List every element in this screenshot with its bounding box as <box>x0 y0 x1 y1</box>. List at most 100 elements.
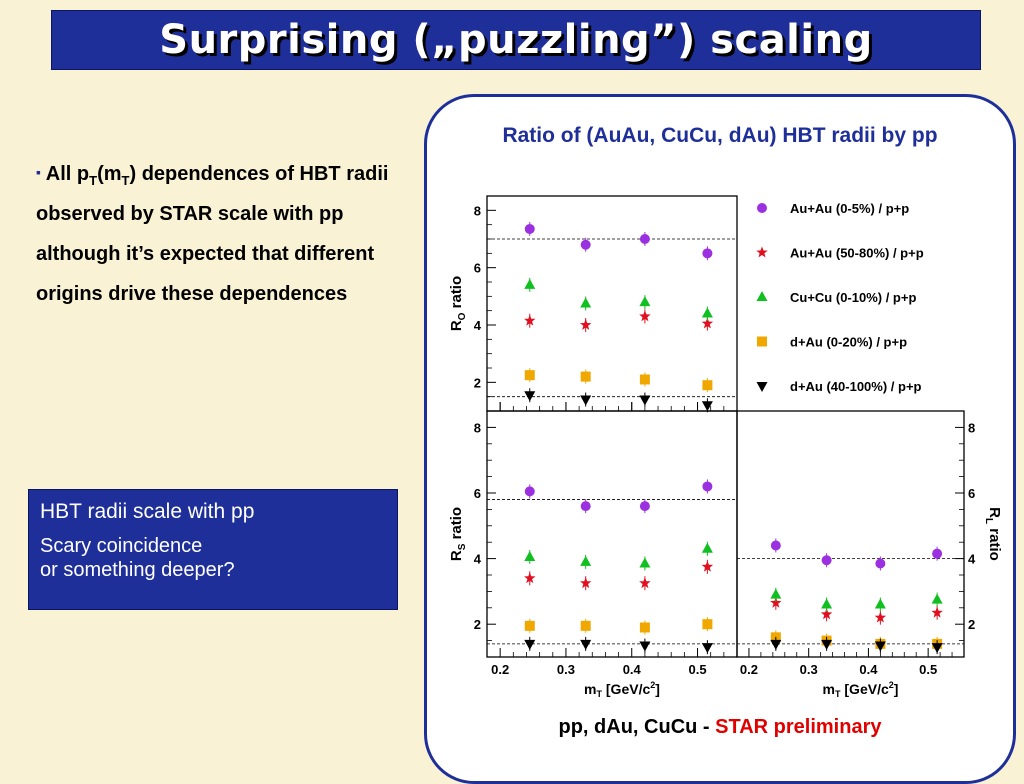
point-rl-0-0 <box>770 540 781 551</box>
xlabel-sup: 2 <box>650 680 655 690</box>
conclusion-line-2: Scary coincidence <box>40 535 203 557</box>
ytick-label-ro-1: 4 <box>474 318 482 333</box>
point-rs-1-1 <box>580 577 592 589</box>
point-rs-2-2 <box>639 557 651 568</box>
ylabel-post: ratio <box>448 507 465 544</box>
point-ro-2-0 <box>524 278 536 289</box>
point-ro-0-1 <box>580 239 591 250</box>
point-ro-3-2 <box>639 374 650 385</box>
point-rs-2-3 <box>701 542 713 553</box>
conclusion-box: HBT radii scale with pp Scary coincidenc… <box>28 489 398 610</box>
point-rs-2-1 <box>580 555 592 566</box>
plot-title: Ratio of (AuAu, CuCu, dAu) HBT radii by … <box>502 124 938 147</box>
point-rs-4-0 <box>524 639 536 650</box>
point-rl-4-1 <box>821 639 833 650</box>
legend-label-0: Au+Au (0-5%) / p+p <box>790 201 909 216</box>
bullet-square-icon: ▪ <box>36 164 41 180</box>
ytick-label-ro-3: 8 <box>474 203 481 218</box>
point-ro-2-1 <box>580 297 592 308</box>
ylabel-post: ratio <box>986 524 1003 561</box>
point-ro-2-3 <box>701 307 713 318</box>
xtick-label-rs-1: 0.3 <box>557 662 575 677</box>
legend-marker-2 <box>756 291 768 301</box>
conclusion-line-3: or something deeper? <box>40 559 235 581</box>
bullet-sub-1: T <box>89 173 98 188</box>
point-rs-4-3 <box>701 643 713 654</box>
point-ro-1-1 <box>580 319 592 330</box>
ytick-label-rs-2: 6 <box>474 486 481 501</box>
point-ro-3-1 <box>580 371 591 382</box>
point-rs-1-2 <box>639 577 651 589</box>
legend-label-4: d+Au (40-100%) / p+p <box>790 379 922 394</box>
bullet-rest: ) dependences of HBT radii observed by S… <box>36 163 389 305</box>
xlabel-unit-end: ] <box>894 681 899 697</box>
point-ro-0-0 <box>524 223 535 234</box>
point-ro-3-3 <box>702 380 713 391</box>
legend-marker-1 <box>756 246 768 258</box>
ylabel-rl: RL ratio <box>983 507 1003 561</box>
point-rl-2-1 <box>821 598 833 609</box>
ytick-label-ro-2: 6 <box>474 261 481 276</box>
ylabel-ro: RO ratio <box>448 276 468 331</box>
point-rl-1-2 <box>874 611 887 623</box>
frame-rs <box>486 410 738 658</box>
point-ro-1-0 <box>524 314 536 326</box>
point-rl-2-2 <box>874 598 886 609</box>
ylabel-main: R <box>448 550 465 561</box>
point-rs-3-0 <box>524 620 535 631</box>
legend-marker-4 <box>756 382 768 392</box>
point-ro-0-2 <box>639 234 650 244</box>
point-ro-4-0 <box>524 391 536 402</box>
ylabel-post: ratio <box>448 276 465 313</box>
xlabel-sub: T <box>597 689 603 699</box>
xtick-label-rs-2: 0.4 <box>623 662 642 677</box>
point-rs-3-1 <box>580 620 591 631</box>
xlabel-unit: [GeV/c <box>841 681 889 697</box>
point-rs-0-0 <box>524 486 535 497</box>
ytick-label-rl-0: 2 <box>968 617 975 632</box>
point-ro-2-2 <box>639 296 651 307</box>
xtick-label-rs-0: 0.2 <box>491 662 509 677</box>
point-rs-1-0 <box>524 572 536 584</box>
footer-text: pp, dAu, CuCu - STAR preliminary <box>424 716 1016 739</box>
xlabel-sub: T <box>835 689 841 699</box>
title-bar: Surprising („puzzling”) scaling <box>51 10 981 70</box>
frame-ro <box>486 195 738 412</box>
frame-rl <box>736 410 965 658</box>
ytick-label-rl-3: 8 <box>968 420 975 435</box>
plot-panel <box>424 94 1016 784</box>
point-rl-1-0 <box>770 596 782 608</box>
ylabel-main: R <box>448 320 465 331</box>
xlabel-rl: mT [GeV/c2] <box>823 680 899 699</box>
legend-label-3: d+Au (0-20%) / p+p <box>790 335 907 350</box>
footer-prefix: pp, dAu, CuCu - <box>558 716 716 738</box>
point-ro-4-2 <box>639 395 651 406</box>
point-rl-2-3 <box>931 593 943 604</box>
ylabel-sub: S <box>457 543 468 550</box>
ylabel-sub: L <box>983 518 994 524</box>
xlabel-sup: 2 <box>889 680 894 690</box>
xlabel-unit-end: ] <box>655 681 660 697</box>
point-ro-4-1 <box>580 395 592 406</box>
point-rl-4-2 <box>874 641 886 652</box>
point-rl-4-0 <box>770 639 782 650</box>
xtick-label-rl-0: 0.2 <box>740 662 758 677</box>
point-rs-0-3 <box>702 481 713 492</box>
legend-marker-0 <box>757 203 767 213</box>
point-ro-0-3 <box>702 248 713 259</box>
point-rl-0-2 <box>875 558 886 569</box>
point-rs-2-0 <box>524 550 536 561</box>
point-rl-1-1 <box>820 608 833 620</box>
ytick-label-rs-1: 4 <box>474 552 482 567</box>
legend-label-1: Au+Au (50-80%) / p+p <box>790 246 924 261</box>
legend-marker-3 <box>757 336 767 347</box>
ytick-label-ro-0: 2 <box>474 375 481 390</box>
footer-highlight: STAR preliminary <box>715 716 882 738</box>
bullet-sub-2: T <box>121 173 130 188</box>
xtick-label-rl-3: 0.5 <box>919 662 937 677</box>
point-rl-0-3 <box>932 548 943 559</box>
slide-title: Surprising („puzzling”) scaling <box>159 17 873 63</box>
ytick-label-rs-0: 2 <box>474 617 481 632</box>
ytick-label-rl-2: 6 <box>968 486 975 501</box>
